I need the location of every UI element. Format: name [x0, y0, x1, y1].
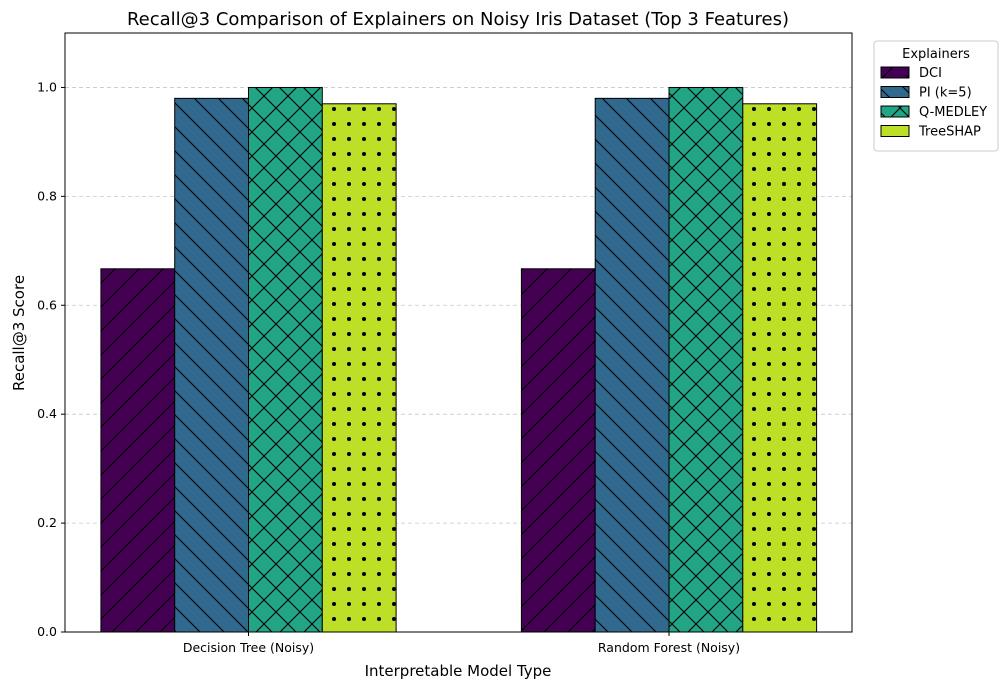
- bar-hatch: [521, 268, 596, 632]
- y-tick-label: 1.0: [37, 79, 57, 94]
- legend-label: DCI: [919, 66, 942, 81]
- legend-swatch-outline: [880, 125, 910, 137]
- legend-swatch-hatch: [881, 125, 909, 137]
- bar-hatch: [669, 87, 743, 633]
- legend-swatch-outline: [880, 66, 910, 79]
- bar-treeshap-1: [321, 103, 397, 633]
- bar-q-medley-2: [668, 86, 744, 633]
- bar-pi-k-5--1: [174, 97, 249, 633]
- x-tick-label: Decision Tree (Noisy): [183, 640, 314, 655]
- legend-entry: Q-MEDLEY: [880, 105, 987, 120]
- legend-label: PI (k=5): [919, 86, 972, 101]
- x-axis-label: Interpretable Model Type: [365, 662, 552, 680]
- legend-swatch-outline: [880, 86, 910, 98]
- y-tick-label: 0.8: [37, 188, 57, 203]
- legend-label: Q-MEDLEY: [919, 105, 987, 120]
- plot-frame: [64, 32, 853, 633]
- bar-pi-k-5--2: [594, 97, 670, 633]
- y-axis: 0.0 0.2 0.4 0.6 0.8 1.0: [37, 79, 65, 639]
- legend-swatch-hatch: [881, 67, 909, 78]
- bar-treeshap-2: [742, 103, 818, 633]
- legend: Explainers DCI PI (k=5) Q-MEDLEY TreeSHAP: [873, 40, 999, 152]
- bar-hatch: [100, 268, 175, 632]
- legend-entry: PI (k=5): [880, 86, 972, 101]
- x-axis: Decision Tree (Noisy) Random Forest (Nois…: [183, 632, 740, 655]
- legend-label: TreeSHAP: [918, 125, 981, 140]
- x-tick-label: Random Forest (Noisy): [598, 640, 740, 655]
- y-tick-label: 0.2: [37, 515, 57, 530]
- legend-entry: DCI: [880, 66, 942, 81]
- bar-dci-2: [520, 268, 596, 633]
- bar-hatch: [322, 103, 397, 633]
- bar-dci-1: [100, 268, 176, 633]
- bars: [100, 86, 818, 633]
- legend-swatch-outline: [880, 105, 910, 118]
- y-tick-label: 0.6: [37, 297, 57, 312]
- y-axis-label: Recall@3 Score: [10, 275, 28, 391]
- legend-swatch-hatch: [881, 106, 909, 117]
- legend-entry: TreeSHAP: [880, 125, 981, 140]
- legend-swatch-hatch: [881, 86, 909, 98]
- bar-hatch: [248, 87, 323, 633]
- chart-title: Recall@3 Comparison of Explainers on Noi…: [127, 9, 789, 30]
- legend-title: Explainers: [902, 47, 970, 62]
- bar-hatch: [174, 98, 249, 632]
- bar-q-medley-1: [248, 86, 323, 633]
- y-tick-label: 0.4: [37, 406, 57, 421]
- bar-hatch: [595, 98, 669, 632]
- bar-hatch: [742, 103, 817, 633]
- y-tick-label: 0.0: [37, 624, 57, 639]
